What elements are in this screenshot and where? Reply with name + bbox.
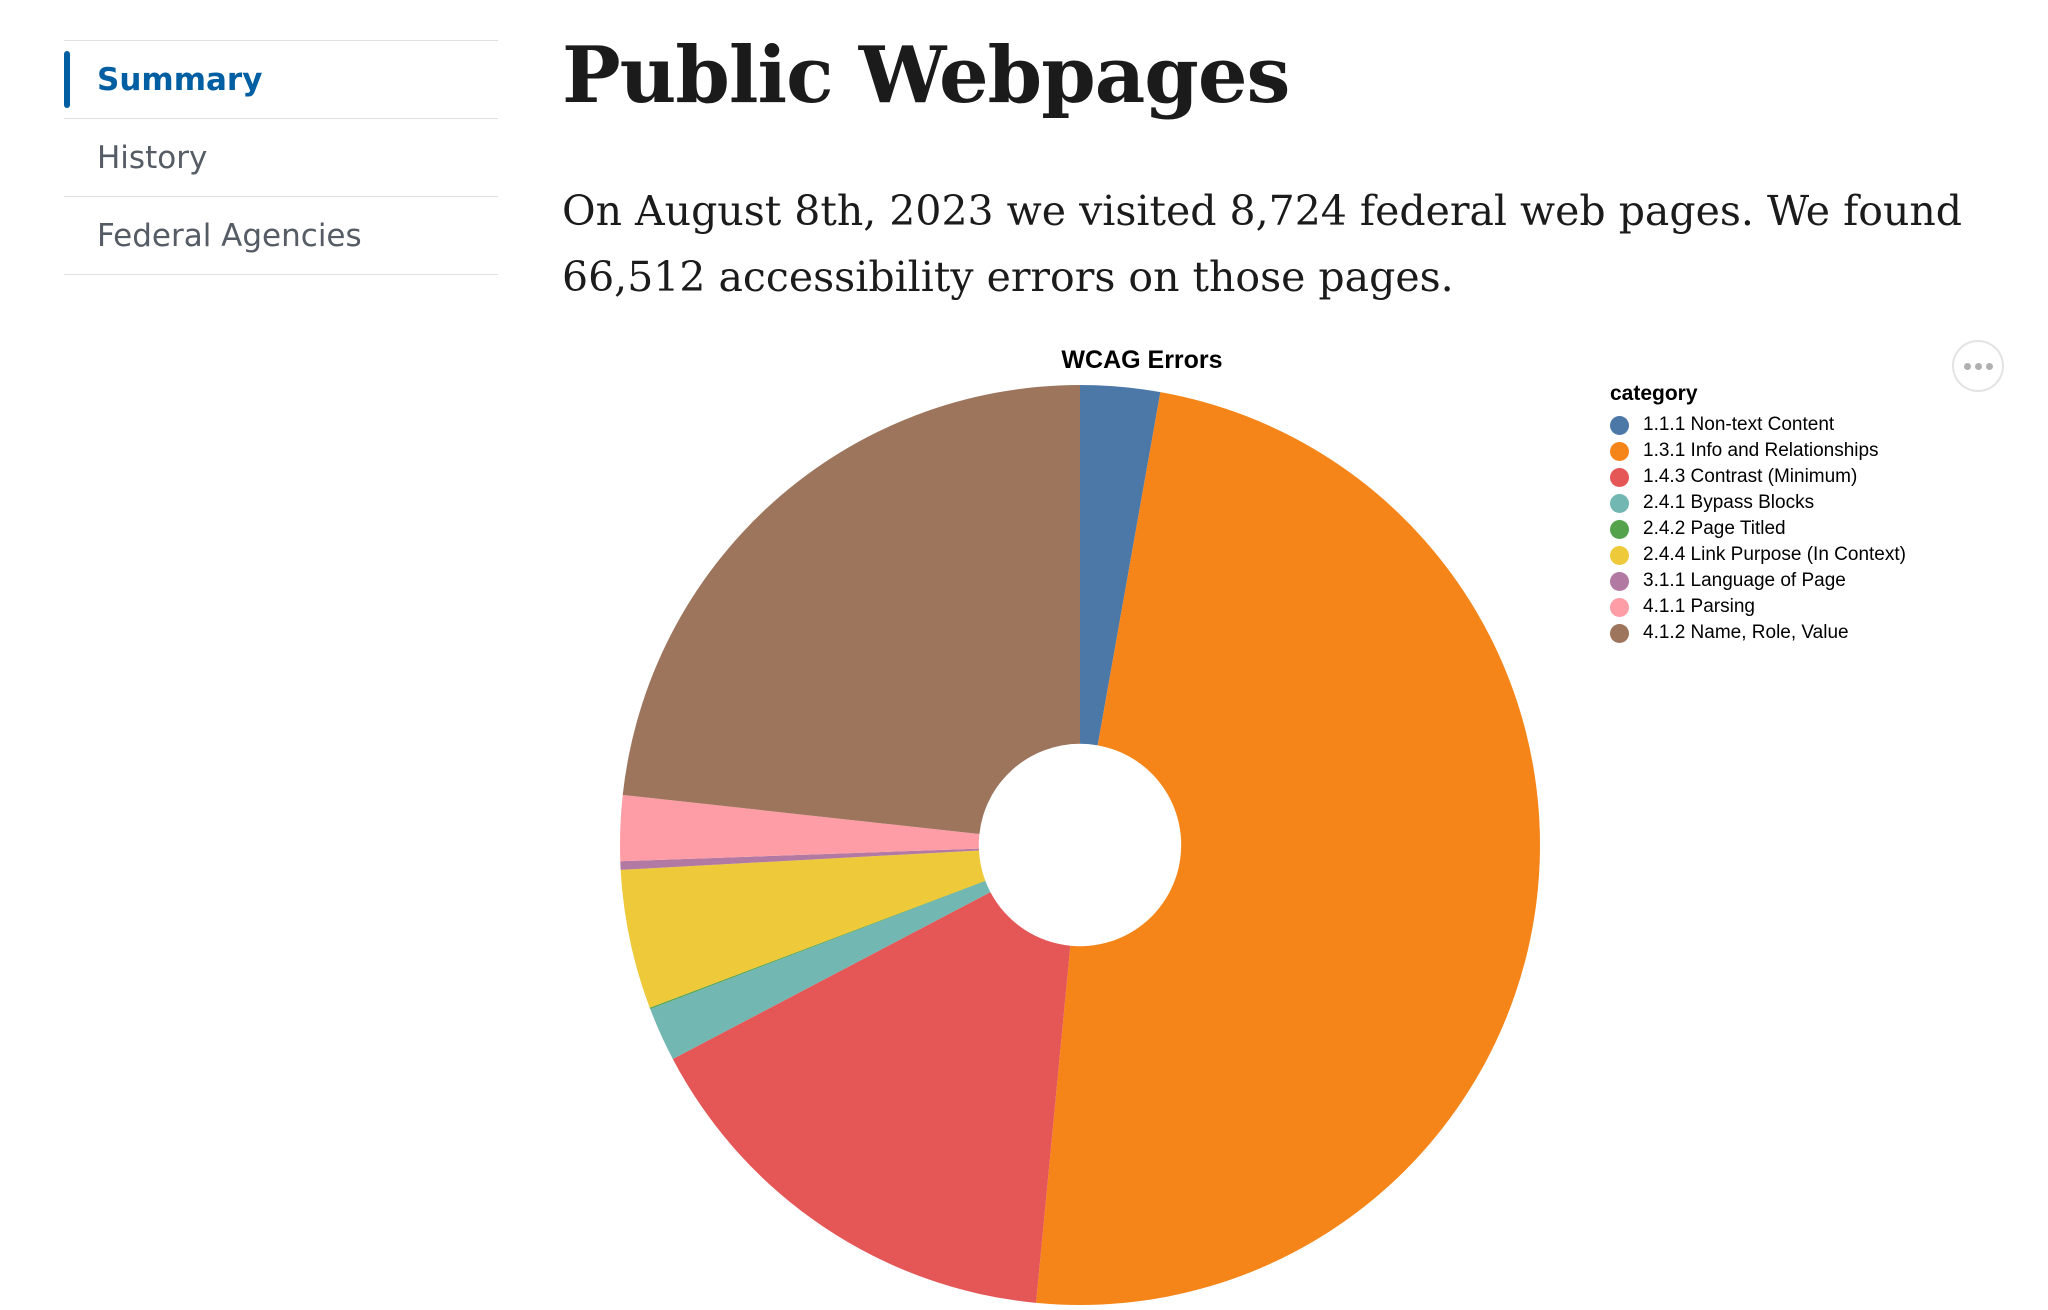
legend-item: 2.4.4 Link Purpose (In Context) — [1610, 542, 1906, 568]
legend-swatch — [1610, 571, 1629, 591]
legend-label: 2.4.4 Link Purpose (In Context) — [1643, 544, 1906, 565]
wcag-errors-chart: WCAG Errors category 1.1.1 Non-text Cont… — [562, 330, 2022, 1310]
legend-item: 1.3.1 Info and Relationships — [1610, 438, 1906, 464]
chart-legend: category 1.1.1 Non-text Content 1.3.1 Inf… — [1610, 382, 1906, 646]
legend-item: 1.4.3 Contrast (Minimum) — [1610, 464, 1906, 490]
legend-label: 1.3.1 Info and Relationships — [1643, 440, 1879, 461]
legend-item: 4.1.2 Name, Role, Value — [1610, 620, 1906, 646]
pie-slice[interactable] — [620, 848, 979, 870]
pie-chart — [620, 385, 1540, 1305]
legend-items: 1.1.1 Non-text Content 1.3.1 Info and Rel… — [1610, 412, 1906, 646]
legend-swatch — [1610, 415, 1629, 435]
sidenav-item-summary[interactable]: Summary — [64, 41, 498, 119]
pie-slice[interactable] — [620, 794, 980, 862]
sidenav-item-history[interactable]: History — [64, 119, 498, 197]
sidenav-item-federal-agencies[interactable]: Federal Agencies — [64, 197, 498, 275]
legend-swatch — [1610, 545, 1629, 565]
legend-swatch — [1610, 493, 1629, 513]
legend-label: 2.4.2 Page Titled — [1643, 518, 1786, 539]
legend-label: 1.1.1 Non-text Content — [1643, 414, 1835, 435]
legend-item: 1.1.1 Non-text Content — [1610, 412, 1906, 438]
summary-paragraph: On August 8th, 2023 we visited 8,724 fed… — [562, 187, 1963, 301]
legend-item: 2.4.2 Page Titled — [1610, 516, 1906, 542]
sidenav-item-label: Federal Agencies — [97, 217, 362, 254]
legend-label: 1.4.3 Contrast (Minimum) — [1643, 466, 1858, 487]
pie-slice[interactable] — [650, 881, 991, 1059]
chart-title: WCAG Errors — [1061, 346, 1223, 374]
chart-actions-button[interactable] — [1952, 340, 2004, 392]
pie-slice[interactable] — [622, 385, 1080, 834]
legend-label: 2.4.1 Bypass Blocks — [1643, 492, 1815, 513]
legend-swatch — [1610, 441, 1629, 461]
sidenav-item-label: Summary — [97, 61, 263, 98]
pie-slice[interactable] — [1036, 392, 1540, 1305]
legend-title: category — [1610, 382, 1698, 405]
legend-swatch — [1610, 519, 1629, 539]
legend-swatch — [1610, 467, 1629, 487]
legend-swatch — [1610, 597, 1629, 617]
legend-label: 3.1.1 Language of Page — [1643, 570, 1846, 591]
pie-slice[interactable] — [672, 892, 1071, 1303]
page-title: Public Webpages — [562, 30, 1290, 121]
legend-item: 3.1.1 Language of Page — [1610, 568, 1906, 594]
sidenav-item-label: History — [97, 139, 208, 176]
legend-label: 4.1.1 Parsing — [1643, 596, 1755, 617]
pie-slice[interactable] — [1080, 385, 1161, 746]
pie-slice[interactable] — [620, 850, 986, 1008]
pie-slice[interactable] — [649, 880, 986, 1010]
ellipsis-icon — [1963, 362, 1993, 370]
side-navigation: Summary History Federal Agencies — [64, 40, 498, 275]
legend-item: 4.1.1 Parsing — [1610, 594, 1906, 620]
legend-label: 4.1.2 Name, Role, Value — [1643, 622, 1849, 643]
legend-swatch — [1610, 623, 1629, 643]
legend-item: 2.4.1 Bypass Blocks — [1610, 490, 1906, 516]
